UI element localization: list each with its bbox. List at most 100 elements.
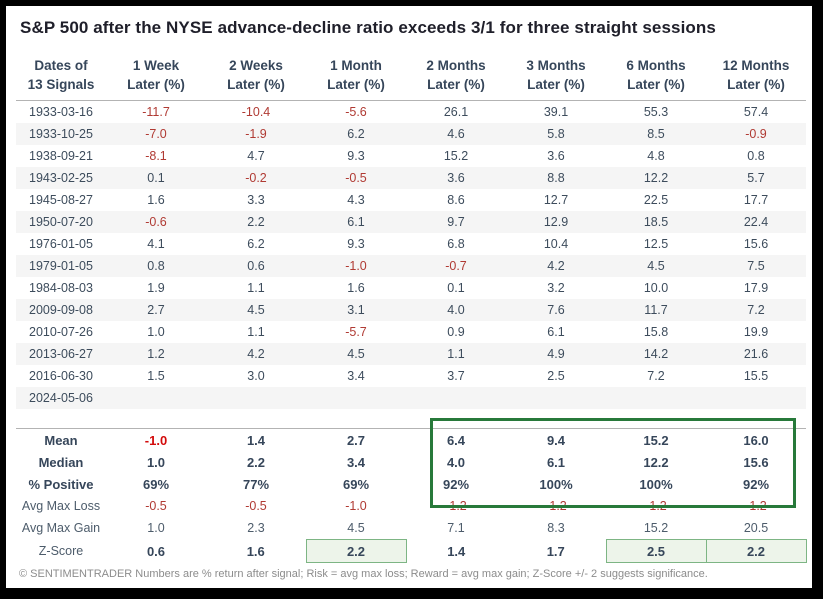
summary-row: Avg Max Loss -0.5 -0.5 -1.0 -1.2 -1.2 -1.2 -1.2 <box>16 495 806 517</box>
cell-value: -1.9 <box>245 127 267 141</box>
table-row: 1945-08-27 1.6 3.3 4.3 8.6 12.7 22.5 17.7 <box>16 189 806 211</box>
summary-value: 2.2 <box>705 539 807 563</box>
cell-value: 39.1 <box>543 105 569 119</box>
cell-value: 15.5 <box>743 369 769 383</box>
cell-value: 12.5 <box>643 237 669 251</box>
column-header: 2 Months Later (%) <box>406 52 506 101</box>
cell-value: 4.7 <box>247 149 265 163</box>
column-header-line1: 6 Months <box>626 58 686 73</box>
table-row: 1943-02-25 0.1 -0.2 -0.5 3.6 8.8 12.2 5.7 <box>16 167 806 189</box>
cell-date: 1950-07-20 <box>29 215 93 229</box>
cell-value: 9.3 <box>347 149 365 163</box>
cell-date: 1933-03-16 <box>29 105 93 119</box>
column-header-line2: Later (%) <box>527 77 585 92</box>
cell-value: 4.5 <box>247 303 265 317</box>
summary-value: -1.0 <box>345 499 367 513</box>
table-row: 1950-07-20 -0.6 2.2 6.1 9.7 12.9 18.5 22.4 <box>16 211 806 233</box>
cell-value: 3.0 <box>247 369 265 383</box>
column-header: Dates of 13 Signals <box>16 52 106 101</box>
column-header-line2: 13 Signals <box>27 77 95 92</box>
cell-value: 0.8 <box>747 149 765 163</box>
summary-value: 1.4 <box>447 543 466 559</box>
table-row: 2009-09-08 2.7 4.5 3.1 4.0 7.6 11.7 7.2 <box>16 299 806 321</box>
cell-value: 8.5 <box>647 127 665 141</box>
cell-value: 10.0 <box>643 281 669 295</box>
table-row: 1984-08-03 1.9 1.1 1.6 0.1 3.2 10.0 17.9 <box>16 277 806 299</box>
cell-value: 6.1 <box>547 325 565 339</box>
spacer-cell <box>16 409 806 429</box>
summary-value: 2.2 <box>305 539 407 563</box>
table-row: 1938-09-21 -8.1 4.7 9.3 15.2 3.6 4.8 0.8 <box>16 145 806 167</box>
footnote: © SENTIMENTRADER Numbers are % return af… <box>19 568 708 580</box>
cell-value: 4.0 <box>447 303 465 317</box>
cell-value: 11.7 <box>644 303 668 317</box>
cell-value: 6.8 <box>447 237 465 251</box>
cell-date: 1938-09-21 <box>29 149 93 163</box>
summary-value: -1.0 <box>144 432 168 448</box>
summary-value: 15.2 <box>643 432 669 448</box>
table-body: 1933-03-16 -11.7 -10.4 -5.6 26.1 39.1 55.3 57.4… <box>16 101 806 429</box>
cell-value: -0.5 <box>345 171 367 185</box>
summary-value: 69% <box>342 476 370 492</box>
cell-value: 0.6 <box>247 259 265 273</box>
summary-row: Avg Max Gain 1.0 2.3 4.5 7.1 8.3 15.2 20.5 <box>16 517 806 540</box>
cell-value: 7.5 <box>747 259 765 273</box>
cell-value: 4.2 <box>547 259 565 273</box>
cell-value: 22.4 <box>743 215 769 229</box>
cell-value: -0.9 <box>745 127 767 141</box>
summary-value: 3.4 <box>346 454 366 470</box>
cell-value: 1.1 <box>447 347 465 361</box>
cell-value: 22.5 <box>643 193 669 207</box>
summary-value: 15.6 <box>743 454 769 470</box>
table-row: 2016-06-30 1.5 3.0 3.4 3.7 2.5 7.2 15.5 <box>16 365 806 387</box>
cell-value: 9.3 <box>347 237 365 251</box>
cell-value: 19.9 <box>743 325 769 339</box>
table-row: 1979-01-05 0.8 0.6 -1.0 -0.7 4.2 4.5 7.5 <box>16 255 806 277</box>
table-row: 1976-01-05 4.1 6.2 9.3 6.8 10.4 12.5 15.6 <box>16 233 806 255</box>
cell-value: 15.2 <box>443 149 469 163</box>
cell-value: 14.2 <box>643 347 669 361</box>
summary-value: 20.5 <box>743 521 769 535</box>
cell-value: 5.7 <box>747 171 765 185</box>
cell-value: 0.8 <box>147 259 165 273</box>
cell-value: 8.6 <box>447 193 465 207</box>
column-header: 1 Month Later (%) <box>306 52 406 101</box>
cell-value: 15.6 <box>743 237 769 251</box>
cell-value: -0.7 <box>445 259 467 273</box>
column-header-line1: 2 Months <box>426 58 486 73</box>
spacer-row <box>16 409 806 429</box>
cell-value: 3.6 <box>447 171 465 185</box>
summary-value: 92% <box>442 476 470 492</box>
cell-value: 18.5 <box>643 215 669 229</box>
summary-value: 4.5 <box>347 521 365 535</box>
summary-value: 92% <box>742 476 770 492</box>
cell-value: 26.1 <box>443 105 469 119</box>
summary-row: Median 1.0 2.2 3.4 4.0 6.1 12.2 15.6 <box>16 451 806 473</box>
cell-value: 1.1 <box>247 281 265 295</box>
cell-value: 12.2 <box>643 171 669 185</box>
cell-value <box>106 387 206 409</box>
summary-row: Z-Score 0.6 1.6 2.2 1.4 1.7 2.5 2.2 <box>16 539 807 563</box>
cell-value: 7.2 <box>647 369 665 383</box>
column-header-line1: 2 Weeks <box>229 58 283 73</box>
summary-row: Mean -1.0 1.4 2.7 6.4 9.4 15.2 16.0 <box>16 428 806 452</box>
cell-value: 9.7 <box>447 215 465 229</box>
cell-value: 3.6 <box>547 149 565 163</box>
cell-value: 4.8 <box>647 149 665 163</box>
table-row: 2024-05-06 <box>16 387 806 409</box>
cell-date: 1943-02-25 <box>29 171 93 185</box>
cell-date: 1984-08-03 <box>29 281 93 295</box>
cell-value: 12.9 <box>543 215 569 229</box>
cell-value: 4.5 <box>347 347 365 361</box>
column-header-line1: 1 Week <box>132 58 180 73</box>
summary-value: 69% <box>142 476 170 492</box>
summary-value: 12.2 <box>643 454 669 470</box>
cell-value: 3.7 <box>447 369 465 383</box>
cell-value <box>706 387 806 409</box>
cell-date: 2010-07-26 <box>29 325 93 339</box>
summary-label: Avg Max Gain <box>21 521 101 536</box>
cell-value: 3.3 <box>247 193 265 207</box>
summary-value: 100% <box>539 476 573 492</box>
cell-date: 1976-01-05 <box>29 237 93 251</box>
summary-label: Avg Max Loss <box>21 499 101 513</box>
